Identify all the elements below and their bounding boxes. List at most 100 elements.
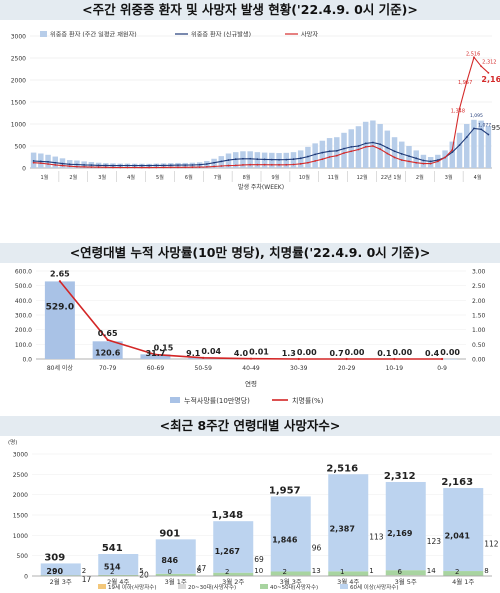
seg-4050-bar <box>328 571 369 576</box>
y-left-tick: 0.0 <box>22 357 32 364</box>
fatality-point <box>202 356 205 359</box>
total-label: 541 <box>102 543 123 554</box>
y-tick-label: 1000 <box>13 533 28 540</box>
total-label: 1,348 <box>211 510 243 521</box>
seg-2030-label: 14 <box>427 567 436 575</box>
severe-new-point <box>487 133 490 136</box>
seg-4050-label: 113 <box>369 532 384 541</box>
severe-new-point <box>364 142 367 145</box>
seg-60-label: 1,267 <box>215 547 240 556</box>
y-tick-label: 1500 <box>13 513 28 520</box>
seg-60-bar <box>98 553 139 575</box>
x-tick-label: 80세 이상 <box>47 364 74 372</box>
fatality-label: 2.65 <box>50 269 70 278</box>
total-label: 1,957 <box>269 485 301 496</box>
x-tick-label: 4월 1주 <box>452 577 474 586</box>
seg-4050-bar <box>213 572 254 576</box>
age-banner <box>0 243 500 263</box>
fatality-label: 0.01 <box>249 348 269 357</box>
legend-swatch <box>40 31 47 37</box>
month-label: 9월 <box>272 174 280 181</box>
deaths-point <box>487 71 490 74</box>
deaths-point <box>177 166 179 169</box>
unit-label: (명) <box>8 439 17 446</box>
fatality-point <box>154 353 157 356</box>
y-tick-label: 2000 <box>11 78 26 85</box>
deaths-point <box>357 148 360 151</box>
deaths-point <box>256 163 259 166</box>
seg-19-label: 2 <box>455 568 459 576</box>
legend-label: 위중증 환자 (신규발생) <box>191 31 251 39</box>
y-right-tick: 1.00 <box>472 327 486 334</box>
x-tick-label: 20-29 <box>338 365 356 372</box>
severe-bar <box>449 141 456 168</box>
month-label: 4월 <box>127 174 135 181</box>
seg-60-label: 2,169 <box>387 529 413 538</box>
total-label: 901 <box>159 528 180 539</box>
severe-new-point <box>458 144 461 147</box>
legend-label: 위중증 환자 (주간 일평균 재원자) <box>50 31 137 39</box>
legend-label: 60세 이상(사망자수) <box>350 583 398 591</box>
severe-bar <box>334 137 340 168</box>
severe-bar <box>471 119 477 168</box>
severe-new-point <box>213 161 215 164</box>
x-tick-label: 70-79 <box>99 365 117 372</box>
deaths-point <box>473 56 475 59</box>
seg-4050-bar <box>385 570 426 576</box>
deaths-point <box>299 162 302 165</box>
total-label: 309 <box>44 552 65 563</box>
severe-new-point <box>285 158 288 161</box>
severe-new-point <box>379 143 382 146</box>
deaths-point <box>364 145 367 148</box>
severe-new-point <box>422 159 425 162</box>
deaths-point <box>83 166 86 168</box>
month-label: 4월 <box>474 174 482 181</box>
severe-new-point <box>83 164 86 166</box>
rate-label: 4.0 <box>234 349 249 358</box>
deaths-point <box>371 145 374 147</box>
seg-4050-label: 96 <box>312 543 322 552</box>
severe-bar <box>427 157 434 168</box>
legend-swatch <box>340 584 348 589</box>
deaths-point <box>68 165 71 168</box>
severe-new-point <box>191 164 194 166</box>
rate-label: 0.7 <box>329 349 343 358</box>
deaths-point <box>335 154 338 157</box>
seg-4050-bar <box>443 571 484 576</box>
total-label: 2,516 <box>326 463 358 474</box>
seg-19-label: 1 <box>340 568 344 576</box>
y-right-tick: 0.50 <box>472 342 486 349</box>
deaths-point <box>54 164 57 166</box>
severe-new-point <box>198 163 201 166</box>
recent-banner <box>0 416 500 436</box>
bar-label: 956 <box>491 124 500 132</box>
fatality-label: 0.15 <box>154 344 174 353</box>
x-tick-label: 10-19 <box>386 365 404 372</box>
severe-new-point <box>97 164 100 167</box>
severe-new-point <box>119 164 122 167</box>
deaths-point <box>386 152 389 155</box>
y-tick-label: 0 <box>22 166 26 173</box>
severe-new-point <box>220 160 223 163</box>
seg-60-bar <box>155 539 196 574</box>
severe-bar <box>463 124 470 168</box>
weekly-chart: 0 500 1000 1500 2000 2500 3000 위중증 환자 (주간 일평균 재… <box>11 31 500 192</box>
severe-bar <box>384 130 391 168</box>
severe-new-point <box>140 164 143 167</box>
severe-new-point <box>278 158 280 161</box>
severe-new-point <box>104 164 107 167</box>
deaths-point <box>400 159 403 161</box>
x-tick-label: 40-49 <box>242 365 260 372</box>
deaths-point <box>429 162 432 165</box>
seg-4050-label: 47 <box>197 564 207 573</box>
severe-new-point <box>314 153 317 156</box>
fatality-point <box>297 357 300 361</box>
month-label: 12월 <box>357 174 368 181</box>
fatality-label: 0.04 <box>201 347 221 356</box>
seg-60-label: 1,846 <box>272 535 298 544</box>
deaths-point <box>379 148 382 150</box>
deaths-point <box>343 152 345 154</box>
deaths-point <box>76 165 78 168</box>
severe-new-point <box>76 163 78 166</box>
fatality-label: 0.65 <box>98 329 118 338</box>
